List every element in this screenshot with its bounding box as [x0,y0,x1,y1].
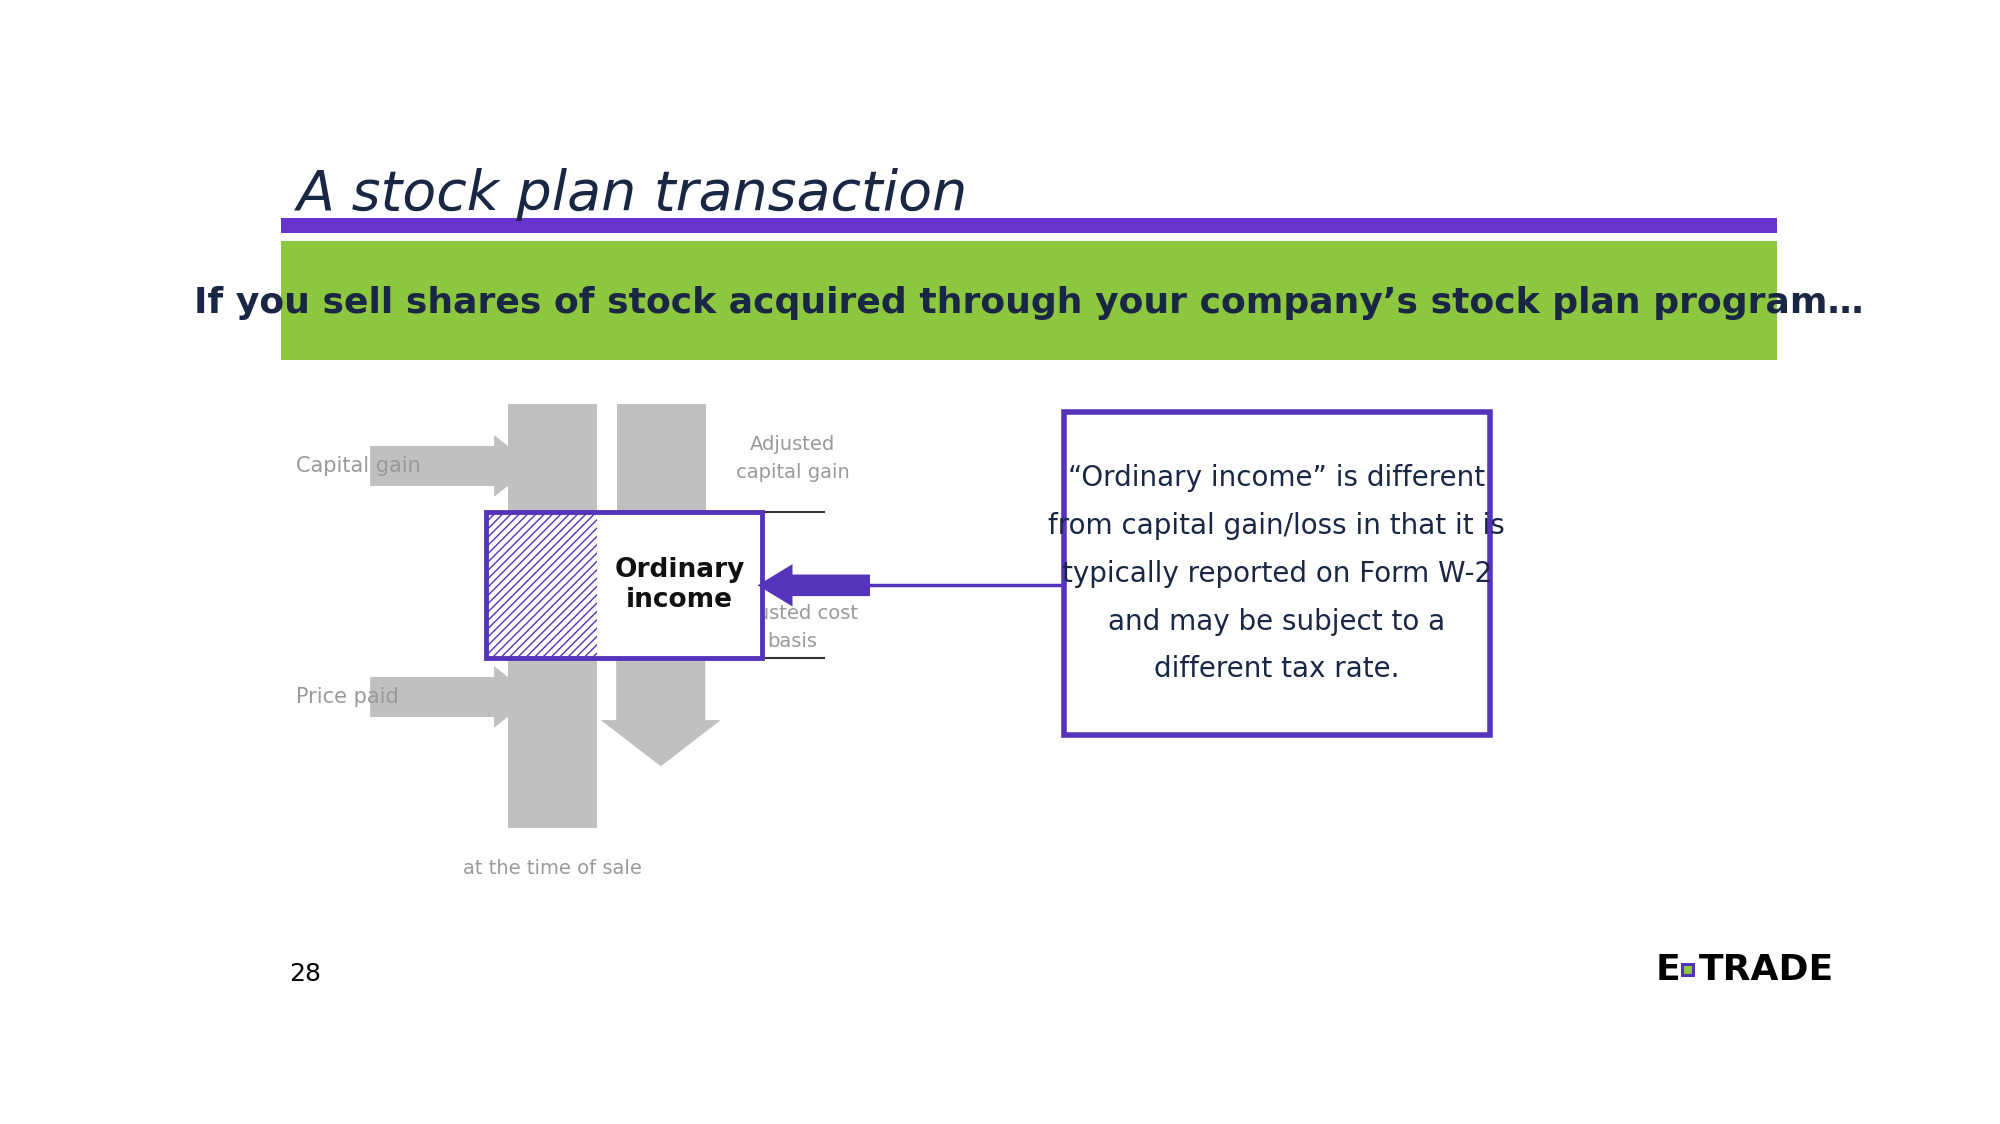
Text: Adjusted
capital gain: Adjusted capital gain [736,435,850,482]
Bar [486,513,598,659]
Bar [508,405,598,828]
FancyArrow shape [370,435,532,497]
Text: A stock plan transaction: A stock plan transaction [296,169,968,221]
Bar [1684,967,1692,975]
Bar [280,218,1776,234]
Text: E: E [1656,953,1680,987]
FancyBboxPatch shape [1064,413,1490,735]
Bar [616,405,706,589]
Text: at the time of sale: at the time of sale [462,859,642,878]
Text: Price paid: Price paid [296,687,400,707]
FancyArrow shape [600,589,720,767]
Bar [280,242,1776,361]
FancyArrow shape [370,667,532,727]
Bar [1680,963,1694,977]
Text: Ordinary
income: Ordinary income [614,558,744,614]
Bar [486,513,762,659]
Text: Capital gain: Capital gain [296,456,422,475]
FancyArrow shape [758,564,870,607]
Bar [486,513,762,659]
Text: 28: 28 [288,962,320,986]
Text: If you sell shares of stock acquired through your company’s stock plan program…: If you sell shares of stock acquired thr… [194,285,1864,319]
Text: Adjusted cost
basis: Adjusted cost basis [726,605,858,651]
Text: “Ordinary income” is different
from capital gain/loss in that it is
typically re: “Ordinary income” is different from capi… [1048,464,1506,683]
Text: TRADE: TRADE [1700,953,1834,987]
